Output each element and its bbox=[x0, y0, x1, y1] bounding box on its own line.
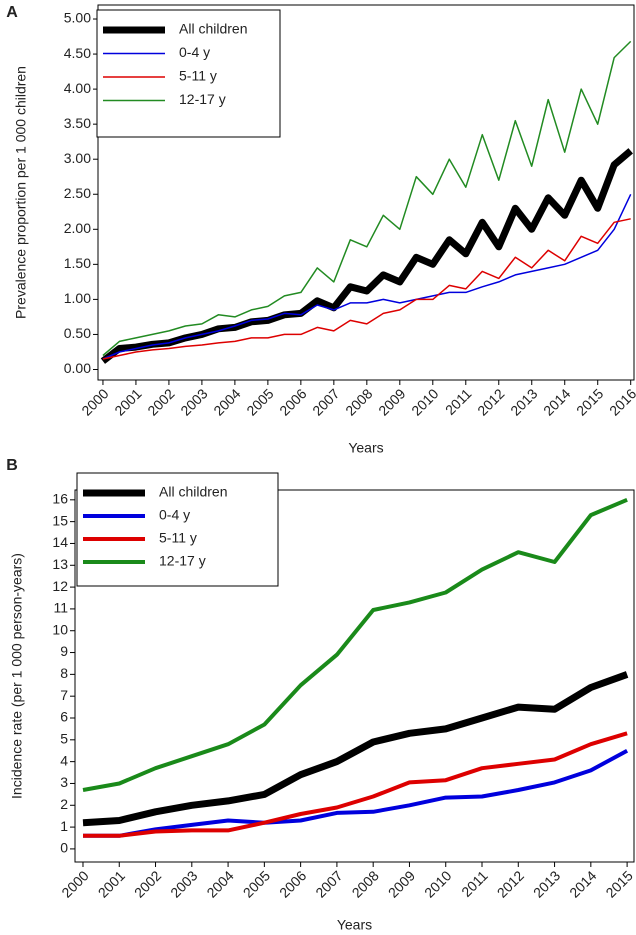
y-tick-label: 5 bbox=[60, 731, 68, 747]
y-tick-label: 10 bbox=[52, 621, 68, 637]
series-line bbox=[83, 731, 628, 838]
x-tick-label: 2004 bbox=[210, 385, 243, 418]
legend-label: 5-11 y bbox=[159, 530, 197, 546]
plot-frame bbox=[74, 489, 635, 863]
legend-label: 0-4 y bbox=[159, 507, 190, 523]
x-tick-label: 2014 bbox=[566, 867, 599, 900]
x-tick-label: 2015 bbox=[573, 385, 606, 418]
y-tick-label: 9 bbox=[60, 643, 68, 659]
y-tick-label: 3.50 bbox=[64, 115, 91, 131]
legend-label: All children bbox=[179, 21, 247, 37]
y-tick-label: 2.50 bbox=[64, 185, 91, 201]
x-tick-label: 2008 bbox=[349, 867, 382, 900]
y-tick-label: 7 bbox=[60, 687, 68, 703]
x-tick-label: 2010 bbox=[408, 385, 441, 418]
x-tick-label: 2013 bbox=[507, 385, 540, 418]
series-line bbox=[102, 193, 632, 360]
x-tick-label: 2009 bbox=[385, 867, 418, 900]
y-axis-title: Prevalence proportion per 1 000 children bbox=[13, 66, 29, 319]
y-tick-label: 4.00 bbox=[64, 80, 91, 96]
y-tick-label: 14 bbox=[52, 534, 68, 550]
x-tick-label: 2002 bbox=[144, 385, 177, 418]
legend-label: 5-11 y bbox=[179, 68, 217, 84]
y-tick-label: 6 bbox=[60, 709, 68, 725]
y-tick-label: 1.00 bbox=[64, 290, 91, 306]
y-tick-label: 4.50 bbox=[64, 45, 91, 61]
x-tick-label: 2005 bbox=[240, 867, 273, 900]
y-tick-label: 12 bbox=[52, 578, 68, 594]
y-tick-label: 13 bbox=[52, 556, 68, 572]
x-tick-label: 2014 bbox=[540, 385, 573, 418]
y-tick-label: 11 bbox=[53, 600, 68, 616]
y-tick-label: 15 bbox=[52, 512, 68, 528]
y-tick-label: 4 bbox=[60, 752, 68, 768]
plot-frame bbox=[97, 4, 635, 381]
legend-label: 12-17 y bbox=[179, 91, 226, 107]
series-line bbox=[82, 497, 628, 792]
x-tick-label: 2003 bbox=[167, 867, 200, 900]
x-tick-label: 2013 bbox=[530, 867, 563, 900]
x-tick-label: 2008 bbox=[342, 385, 375, 418]
x-tick-label: 2016 bbox=[606, 385, 636, 418]
y-tick-label: 5.00 bbox=[64, 10, 91, 26]
x-tick-label: 2012 bbox=[494, 867, 527, 900]
y-tick-label: 16 bbox=[52, 491, 68, 507]
x-tick-label: 2009 bbox=[375, 385, 408, 418]
x-tick-label: 2012 bbox=[474, 385, 507, 418]
y-tick-label: 0.50 bbox=[64, 325, 91, 341]
y-tick-label: 0.00 bbox=[64, 360, 91, 376]
x-axis-title: Years bbox=[348, 440, 383, 456]
y-tick-label: 1 bbox=[60, 818, 68, 834]
panel-label: A bbox=[6, 4, 18, 21]
x-tick-label: 2010 bbox=[421, 867, 454, 900]
panel-label: B bbox=[6, 457, 18, 474]
series-line bbox=[83, 748, 629, 838]
legend-label: 0-4 y bbox=[179, 44, 210, 60]
x-tick-label: 2002 bbox=[131, 867, 164, 900]
x-tick-label: 2005 bbox=[243, 385, 276, 418]
x-tick-label: 2000 bbox=[78, 385, 111, 418]
y-tick-label: 8 bbox=[60, 665, 68, 681]
y-tick-label: 1.50 bbox=[64, 255, 91, 271]
x-tick-label: 2001 bbox=[111, 385, 144, 418]
x-tick-label: 2011 bbox=[442, 385, 475, 418]
x-tick-label: 2007 bbox=[309, 385, 342, 418]
x-tick-label: 2001 bbox=[95, 867, 128, 900]
x-tick-label: 2006 bbox=[276, 385, 309, 418]
series-line bbox=[102, 218, 631, 360]
series-line bbox=[100, 148, 633, 364]
series-line bbox=[82, 671, 629, 827]
y-tick-label: 3.00 bbox=[64, 150, 91, 166]
x-tick-label: 2004 bbox=[203, 867, 236, 900]
x-tick-label: 2000 bbox=[58, 867, 91, 900]
legend-label: All children bbox=[159, 484, 227, 500]
series-line bbox=[102, 40, 632, 357]
y-tick-label: 0 bbox=[60, 840, 68, 856]
y-axis-title: Incidence rate (per 1 000 person-years) bbox=[9, 553, 25, 799]
x-tick-label: 2007 bbox=[312, 867, 345, 900]
y-tick-label: 2.00 bbox=[64, 220, 91, 236]
y-tick-label: 2 bbox=[60, 796, 68, 812]
x-tick-label: 2003 bbox=[177, 385, 210, 418]
x-tick-label: 2006 bbox=[276, 867, 309, 900]
x-tick-label: 2015 bbox=[603, 867, 636, 900]
x-axis-title: Years bbox=[337, 917, 372, 933]
legend-label: 12-17 y bbox=[159, 553, 206, 569]
x-tick-label: 2011 bbox=[458, 867, 491, 900]
y-tick-label: 3 bbox=[60, 774, 68, 790]
